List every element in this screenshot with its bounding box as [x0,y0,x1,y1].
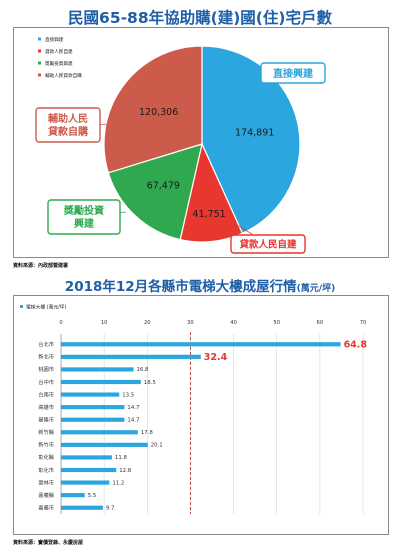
bar-category-label: 基隆市 [38,416,54,424]
bar [61,493,85,498]
bar-chart-title: 2018年12月各縣市電梯大樓成屋行情(萬元/坪) [0,275,400,295]
bar-value-label: 17.8 [141,430,154,436]
bar-value-label: 18.5 [144,380,156,386]
bar [61,367,134,372]
bar-x-tick-label: 0 [59,320,62,326]
pie-callout-box [230,234,306,254]
bar-value-label: 5.5 [88,493,97,499]
pie-callout-label: 直接興建 [273,67,314,80]
bar-x-tick-label: 70 [360,320,367,326]
bar [61,417,125,422]
bar-category-label: 新竹市 [38,441,54,449]
bar-category-label: 高雄市 [38,403,54,411]
bar-value-label: 12.8 [119,468,132,474]
bar-category-label: 桃園市 [38,365,54,373]
pie-chart: 174,89141,75167,479120,306直接興建貸款人民自建獎勵投資… [35,36,326,254]
pie-source-note: 資料來源：內政部營建署 [13,263,69,269]
pie-value-label: 174,891 [235,128,274,139]
bar [61,405,125,410]
bar-chart: 電梯大樓 (萬元/坪) 0 10 20 30 40 50 60 70 台北市 64.8 新北市 32.4… [20,303,368,514]
bar [61,467,117,473]
bar [61,480,110,485]
pie-callout-label: 興建 [74,217,95,230]
pie-callout-label: 獎勵投資 [63,204,104,217]
bar-category-label: 彰化縣 [38,453,54,461]
bar-value-label: 64.8 [344,340,368,351]
pie-legend-swatch [38,37,41,41]
pie-chart-panel: 174,891 41,751 67,479 120,306 直接興建 貸款人民自建 獎勵投資… [13,27,389,258]
bar-value-label: 11.2 [112,480,124,486]
bar-chart-panel: 電梯大樓 (萬元/坪) 0 10 20 30 40 50 60 70 台北市 64.8 新北市 32.4… [13,295,389,535]
bar-value-label: 14.7 [127,418,139,424]
bar-chart-title-unit: (萬元/坪) [296,284,336,294]
bar [61,392,120,397]
pie-callout-box [47,199,121,235]
bar-value-label: 32.4 [204,352,228,363]
bar [61,354,201,359]
bar-category-label: 新竹縣 [38,428,54,436]
bar-x-tick-label: 30 [187,320,194,326]
bar-category-label: 彰化市 [38,466,54,474]
pie-legend-label: 貸款人民自建 [45,48,73,55]
pie-legend-swatch [38,61,41,65]
bar [61,505,103,510]
pie-legend-label: 直接興建 [45,36,64,43]
bar-category-label: 雲林市 [38,478,54,486]
pie-legend-label: 獎勵投資興建 [45,60,73,67]
bar [61,455,112,460]
pie-chart-title: 民國65-88年協助購(建)國(住)宅戶數 [68,9,332,27]
pie-callout-box [260,62,326,84]
bar-x-tick-label: 50 [273,320,280,326]
bar-value-label: 20.1 [151,443,163,449]
pie-slice [107,143,203,241]
bar-value-label: 9.7 [106,506,115,512]
bar-value-label: 14.7 [127,405,139,411]
pie-value-label: 120,306 [139,107,178,118]
bar-category-label: 嘉義市 [38,504,54,512]
bar-legend-swatch [20,305,23,308]
pie-callout-label: 輔助人民 [48,112,88,125]
bar-value-label: 11.8 [115,455,128,461]
pie-legend-swatch [38,49,41,53]
bar [61,342,341,347]
pie-callout-box [35,107,101,143]
bar [61,379,141,385]
bar-category-label: 台北市 [38,340,54,348]
bar-category-label: 台中市 [38,378,54,386]
pie-legend-label: 輔助人民貸款自購 [45,72,82,79]
bar-value-label: 13.5 [122,392,134,398]
pie-callout-label: 貸款人民自建 [238,239,297,251]
bar-x-tick-label: 10 [101,320,108,326]
pie-value-label: 67,479 [147,181,180,192]
bar-category-label: 新北市 [38,353,54,361]
pie-value-label: 41,751 [192,209,225,220]
bar-value-label: 16.8 [136,367,149,373]
bar-legend-label: 電梯大樓 (萬元/坪) [26,303,67,310]
bar [61,442,148,447]
bar-chart-title-main: 2018年12月各縣市電梯大樓成屋行情 [64,279,297,295]
pie-callout-label: 貸款自購 [47,125,88,138]
pie-slice [201,45,301,235]
bar [61,430,138,435]
bar-x-tick-label: 40 [230,320,237,326]
bar-x-tick-label: 20 [144,320,151,326]
pie-legend-swatch [38,73,41,77]
bar-category-label: 台南市 [38,390,54,398]
pie-slice [103,45,203,174]
bar-category-label: 嘉義縣 [38,491,54,499]
bar-source-note: 資料來源：實價登錄、永慶房屋 [13,540,84,546]
bar-x-tick-label: 60 [317,320,324,326]
